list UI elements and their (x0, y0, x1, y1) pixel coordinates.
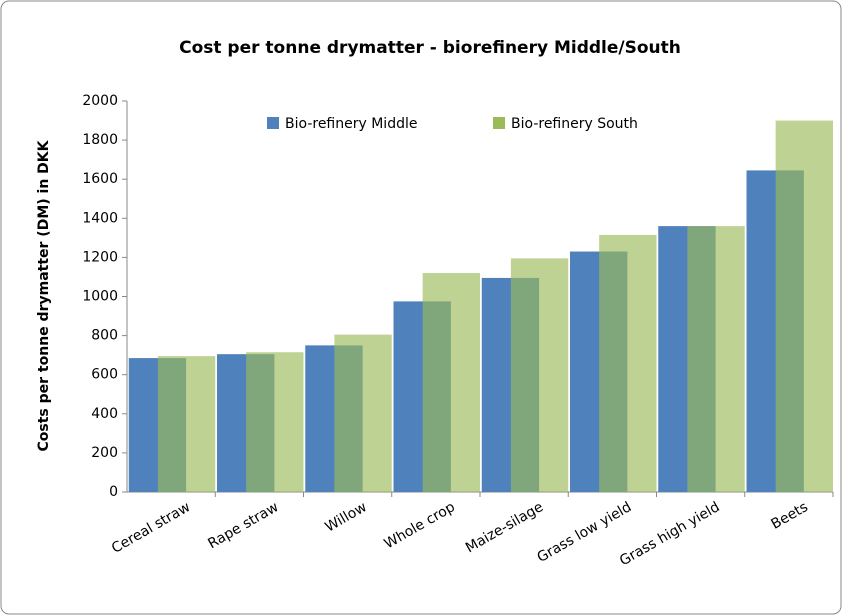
bar (334, 334, 392, 492)
bar (157, 356, 216, 492)
y-tick-label: 1000 (82, 289, 118, 305)
legend-label: Bio-refinery South (511, 116, 638, 132)
bar (422, 273, 480, 492)
legend-swatch (267, 117, 279, 129)
y-axis-label: Costs per tonne drymatter (DM) in DKK (36, 139, 52, 451)
y-tick-label: 600 (91, 367, 118, 383)
y-tick-label: 0 (109, 484, 118, 500)
y-tick-label: 200 (91, 445, 118, 461)
bar (775, 120, 833, 493)
y-tick-label: 1800 (82, 132, 118, 148)
legend-label: Bio-refinery Middle (285, 116, 417, 132)
y-tick-label: 1400 (82, 210, 118, 226)
legend-swatch (493, 117, 505, 129)
y-tick-label: 1200 (82, 249, 118, 265)
bar (246, 352, 304, 492)
y-tick-label: 1600 (82, 171, 118, 187)
y-tick-label: 2000 (82, 93, 118, 109)
y-tick-label: 400 (91, 406, 118, 422)
y-tick-label: 800 (91, 328, 118, 344)
bar (599, 234, 657, 493)
chart-title: Cost per tonne drymatter - biorefinery M… (179, 38, 681, 58)
bar (687, 226, 745, 492)
bar (510, 258, 569, 492)
